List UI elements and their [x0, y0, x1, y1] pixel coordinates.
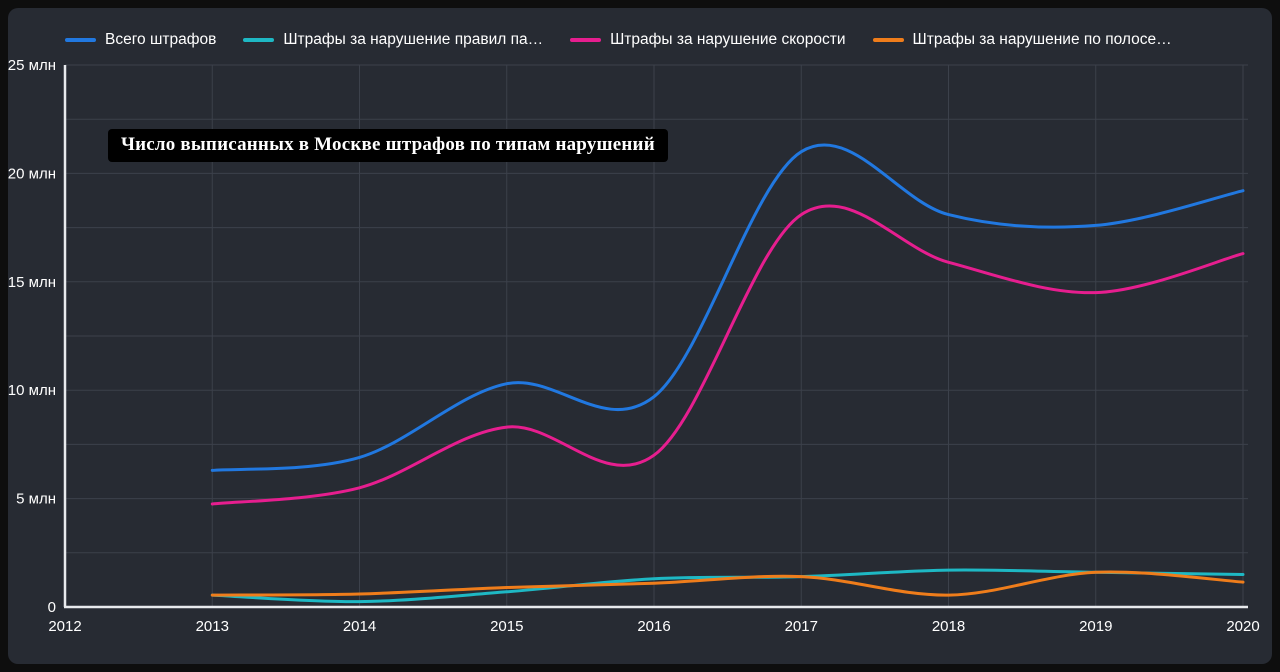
legend-item-label: Штрафы за нарушение правил па… [283, 31, 544, 48]
legend-item-label: Штрафы за нарушение по полосе… [912, 31, 1172, 48]
legend-swatch-icon [570, 37, 602, 42]
gridlines [65, 64, 1248, 607]
legend-item-1[interactable]: Всего штрафов [65, 32, 216, 48]
legend-item-label: Всего штрафов [105, 31, 217, 48]
legend-swatch-icon [872, 37, 904, 42]
y-tick-label: 0 [48, 599, 56, 616]
y-tick-label: 10 млн [8, 382, 56, 399]
legend-swatch-icon [243, 37, 275, 42]
chart-title-badge: Число выписанных в Москве штрафов по тип… [108, 129, 668, 162]
series-line-2 [210, 568, 1245, 604]
legend-item-3[interactable]: Штрафы за нарушение скорости [570, 31, 846, 48]
series-line-1 [210, 143, 1245, 472]
y-tick-label: 25 млн [8, 57, 56, 74]
x-axis-labels: 2012 2013 2014 2015 2016 2017 2018 2019 2020 [48, 618, 1259, 635]
legend-item-4[interactable]: Штрафы за нарушение по полосе… [872, 31, 1172, 48]
chart-legend: Всего штрафов Штрафы за нарушение правил … [65, 32, 1172, 48]
y-axis-labels: 0 5 млн 10 млн 15 млн 20 млн 25 млн [8, 57, 56, 616]
x-tick-label: 2016 [637, 618, 670, 635]
x-tick-label: 2018 [932, 618, 965, 635]
x-tick-label: 2013 [196, 618, 229, 635]
chart-title: Число выписанных в Москве штрафов по тип… [121, 134, 655, 155]
y-tick-label: 5 млн [16, 491, 56, 508]
legend-item-2[interactable]: Штрафы за нарушение правил па… [243, 32, 543, 48]
legend-item-label: Штрафы за нарушение скорости [610, 31, 846, 48]
y-tick-label: 15 млн [8, 274, 56, 291]
x-tick-label: 2017 [785, 618, 818, 635]
series-line-3 [210, 204, 1245, 506]
series-line-4 [210, 570, 1245, 597]
x-tick-label: 2019 [1079, 618, 1112, 635]
x-tick-label: 2012 [48, 618, 81, 635]
y-tick-label: 20 млн [8, 165, 56, 182]
x-tick-label: 2020 [1226, 618, 1259, 635]
legend-swatch-icon [65, 37, 96, 42]
axes [63, 65, 1248, 609]
series-lines [210, 143, 1245, 604]
x-tick-label: 2015 [490, 618, 523, 635]
x-tick-label: 2014 [343, 618, 376, 635]
